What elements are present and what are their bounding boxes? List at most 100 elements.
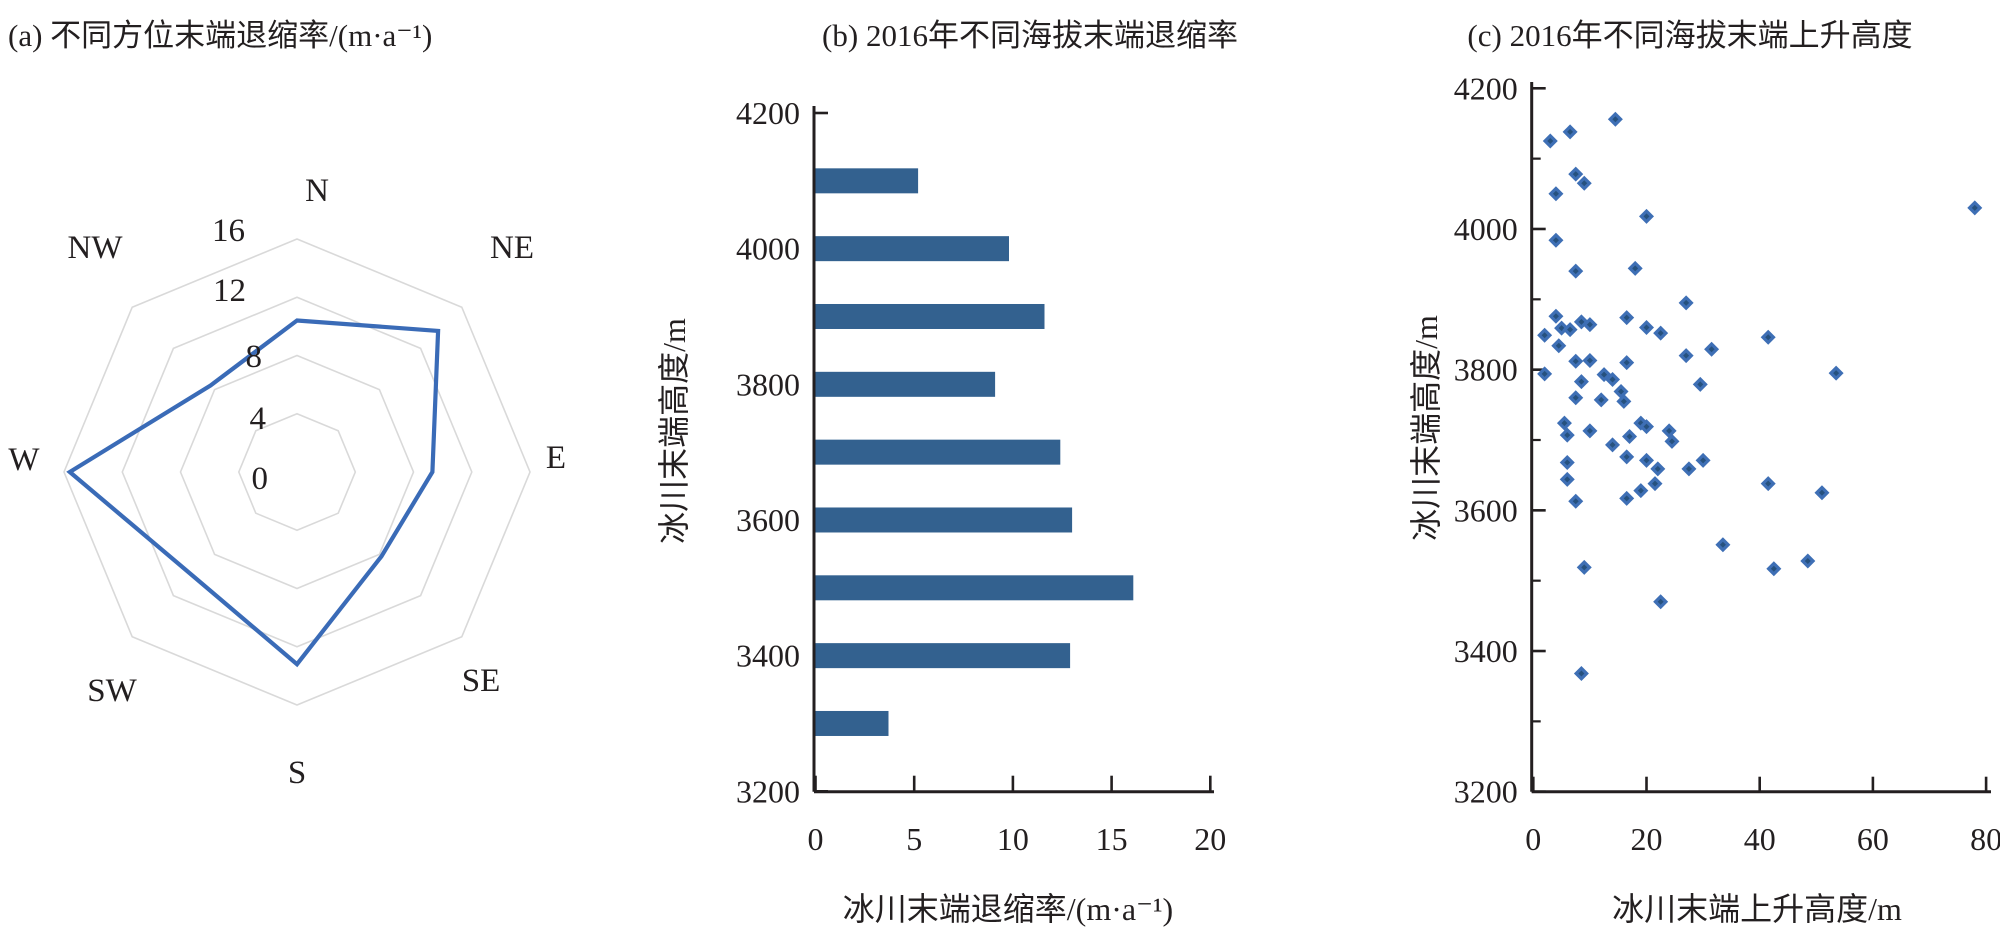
scatter-x-tick-label: 60	[1857, 821, 1889, 857]
radar-radial-tick-label: 12	[213, 273, 246, 309]
bar-y-tick-label: 4200	[736, 95, 800, 131]
scatter-x-tick-label: 0	[1525, 821, 1541, 857]
bar-elevation-3600	[815, 507, 1073, 533]
scatter-x-tick-label: 40	[1744, 821, 1776, 857]
scatter-point-core	[1547, 138, 1554, 145]
scatter-point-core	[1572, 394, 1579, 401]
panel-b-y-axis-label: 冰川末端高度/m	[656, 318, 692, 544]
scatter-point-core	[1541, 332, 1548, 339]
scatter-y-tick-label: 4200	[1454, 70, 1518, 106]
bar-elevation-4100	[815, 168, 919, 194]
scatter-x-tick-label: 20	[1631, 821, 1663, 857]
scatter-point-core	[1564, 476, 1571, 483]
radar-direction-label: N	[305, 173, 329, 209]
scatter-point-core	[1818, 489, 1825, 496]
scatter-point-core	[1564, 432, 1571, 439]
radar-direction-label: SW	[87, 673, 137, 709]
scatter-point-core	[1555, 342, 1562, 349]
bar-y-tick-label: 3800	[736, 366, 800, 402]
scatter-point-core	[1552, 313, 1559, 320]
scatter-point-core	[1572, 358, 1579, 365]
scatter-point-core	[1567, 128, 1574, 135]
scatter-point-core	[1578, 318, 1585, 325]
scatter-point-core	[1601, 371, 1608, 378]
bar-x-tick-label: 10	[997, 821, 1029, 857]
scatter-point-core	[1586, 357, 1593, 364]
scatter-point-core	[1618, 388, 1625, 395]
scatter-y-tick-label: 3200	[1454, 774, 1518, 810]
radar-radial-tick-label: 0	[252, 461, 269, 497]
radar-direction-label: NW	[68, 230, 124, 266]
scatter-point-core	[1552, 190, 1559, 197]
scatter-point-core	[1697, 381, 1704, 388]
scatter-point-core	[1623, 495, 1630, 502]
scatter-x-tick-label: 80	[1970, 821, 2000, 857]
radar-radial-tick-label: 4	[250, 401, 267, 437]
bar-elevation-3900	[815, 303, 1045, 329]
radar-direction-label: W	[8, 442, 40, 478]
scatter-point-core	[1833, 370, 1840, 377]
bar-y-tick-label: 3600	[736, 502, 800, 538]
scatter-point-core	[1561, 420, 1568, 427]
radar-direction-label: NE	[490, 230, 534, 266]
scatter-point-core	[1632, 265, 1639, 272]
scatter-point-core	[1620, 398, 1627, 405]
scatter-y-tick-label: 3400	[1454, 633, 1518, 669]
bar-x-tick-label: 5	[906, 821, 922, 857]
bar-elevation-3700	[815, 439, 1061, 465]
scatter-point-core	[1708, 346, 1715, 353]
scatter-point-core	[1623, 314, 1630, 321]
scatter-point-core	[1564, 459, 1571, 466]
panel-b-title: (b) 2016年不同海拔末端退缩率	[822, 18, 1238, 53]
bar-x-tick-label: 15	[1096, 821, 1128, 857]
scatter-point-core	[1804, 557, 1811, 564]
radar-grid-ring	[121, 296, 473, 648]
scatter-point-core	[1572, 268, 1579, 275]
scatter-point-core	[1700, 457, 1707, 464]
scatter-point-core	[1683, 299, 1690, 306]
scatter-point-core	[1668, 438, 1675, 445]
scatter-point-core	[1623, 453, 1630, 460]
scatter-point-core	[1971, 204, 1978, 211]
scatter-point-core	[1581, 180, 1588, 187]
bar-y-tick-label: 3200	[736, 773, 800, 809]
scatter-point-core	[1586, 427, 1593, 434]
scatter-point-core	[1719, 541, 1726, 548]
panel-a-title: (a) 不同方位末端退缩率/(m·a⁻¹)	[8, 18, 433, 53]
scatter-point-core	[1765, 480, 1772, 487]
scatter-point-core	[1586, 321, 1593, 328]
scatter-point-core	[1609, 376, 1616, 383]
scatter-point-core	[1612, 116, 1619, 123]
bar-y-tick-label: 3400	[736, 638, 800, 674]
scatter-y-tick-label: 3600	[1454, 492, 1518, 528]
scatter-point-core	[1683, 352, 1690, 359]
panel-c-x-axis-label: 冰川末端上升高度/m	[1612, 891, 1902, 927]
scatter-point-core	[1657, 330, 1664, 337]
radar-direction-label: S	[288, 755, 306, 791]
panel-b-x-axis-label: 冰川末端退缩率/(m·a⁻¹)	[842, 891, 1174, 927]
radar-radial-tick-label: 16	[212, 213, 245, 249]
bar-x-tick-label: 0	[808, 821, 824, 857]
scatter-point-core	[1637, 487, 1644, 494]
radar-grid-ring	[237, 412, 357, 532]
scatter-point-core	[1567, 326, 1574, 333]
scatter-point-core	[1626, 433, 1633, 440]
bar-elevation-3800	[815, 371, 996, 397]
radar-grid-ring	[179, 354, 415, 590]
bar-x-tick-label: 20	[1194, 821, 1226, 857]
scatter-point-core	[1643, 457, 1650, 464]
scatter-point-core	[1654, 465, 1661, 472]
scatter-point-core	[1643, 324, 1650, 331]
scatter-point-core	[1572, 171, 1579, 178]
scatter-point-core	[1666, 427, 1673, 434]
scatter-point-core	[1685, 465, 1692, 472]
radar-data-polygon	[66, 318, 441, 668]
scatter-point-core	[1643, 423, 1650, 430]
scatter-point-core	[1552, 237, 1559, 244]
bar-elevation-3500	[815, 575, 1134, 601]
bar-elevation-3400	[815, 643, 1071, 669]
radar-direction-label: E	[546, 440, 566, 476]
scatter-point-core	[1609, 441, 1616, 448]
panel-c-title: (c) 2016年不同海拔末端上升高度	[1467, 18, 1913, 53]
scatter-point-core	[1541, 370, 1548, 377]
